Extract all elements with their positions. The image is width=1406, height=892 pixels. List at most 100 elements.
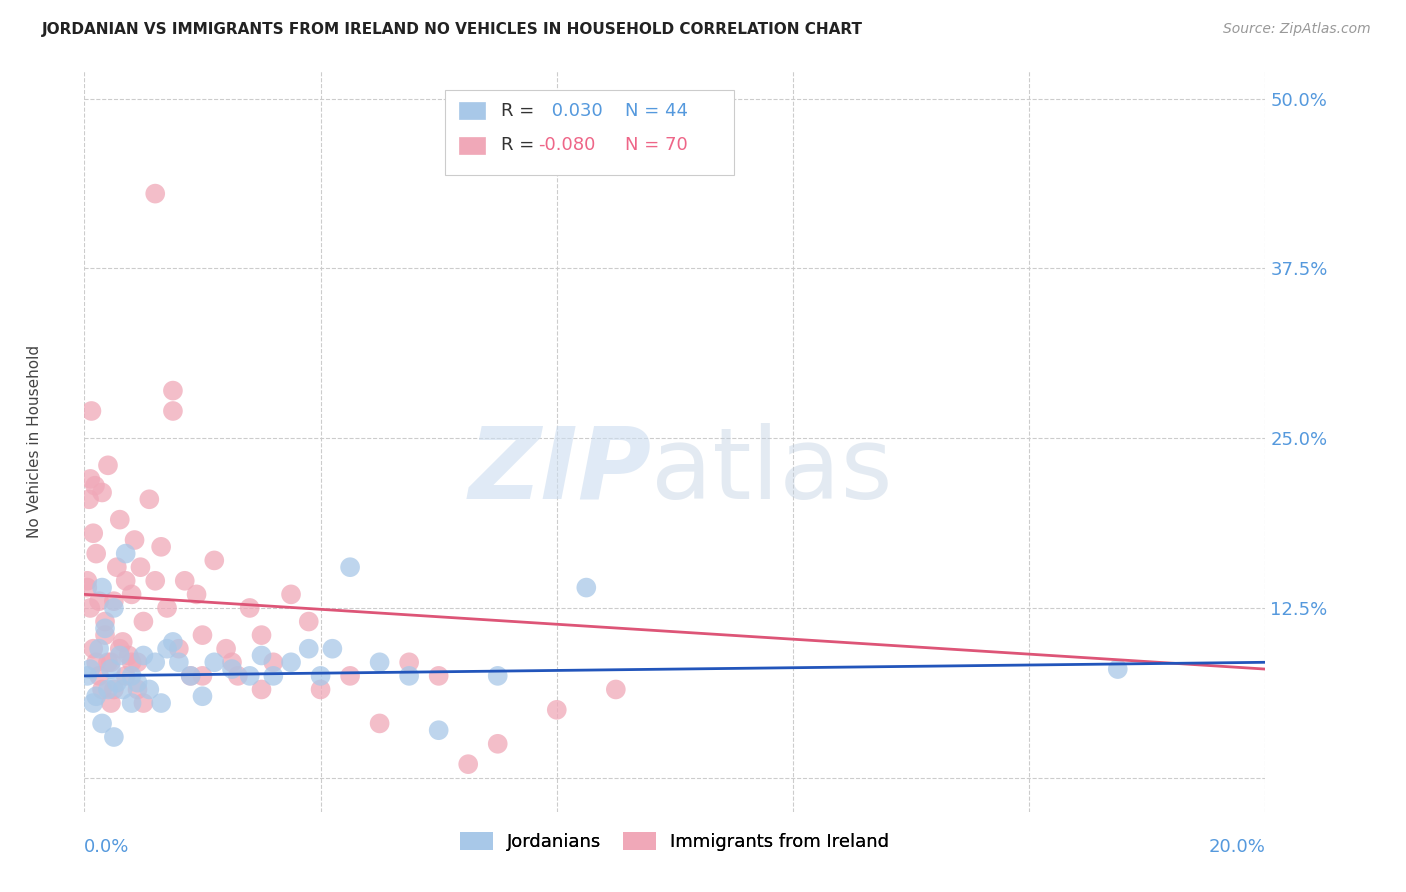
Point — [250, 648, 273, 663]
Point — [84, 655, 107, 669]
Point — [129, 560, 152, 574]
Point — [105, 675, 128, 690]
Point — [97, 458, 120, 473]
Text: atlas: atlas — [651, 423, 893, 520]
Text: 0.0%: 0.0% — [84, 838, 129, 855]
Point — [77, 492, 100, 507]
Point — [127, 682, 149, 697]
Point — [546, 703, 568, 717]
Point — [76, 669, 98, 683]
Point — [114, 574, 136, 588]
Point — [180, 669, 202, 683]
Point — [91, 716, 114, 731]
Point — [427, 669, 450, 683]
FancyBboxPatch shape — [444, 90, 734, 175]
Point — [103, 601, 125, 615]
Point — [427, 723, 450, 738]
Text: N = 70: N = 70 — [626, 136, 688, 154]
Point — [143, 186, 166, 201]
Point — [79, 601, 101, 615]
Point — [250, 628, 273, 642]
Point — [239, 669, 262, 683]
Text: ZIP: ZIP — [468, 423, 651, 520]
Text: 20.0%: 20.0% — [1209, 838, 1265, 855]
Point — [84, 690, 107, 704]
Text: R =: R = — [502, 102, 540, 120]
Point — [339, 560, 361, 574]
Point — [94, 621, 117, 635]
Point — [457, 757, 479, 772]
Point — [132, 648, 155, 663]
Point — [94, 615, 117, 629]
Point — [121, 655, 143, 669]
Point — [97, 655, 120, 669]
Point — [1107, 662, 1129, 676]
Legend: Jordanians, Immigrants from Ireland: Jordanians, Immigrants from Ireland — [453, 824, 897, 858]
Point — [118, 648, 141, 663]
Point — [298, 615, 321, 629]
Point — [121, 696, 143, 710]
Point — [82, 641, 104, 656]
Point — [100, 696, 122, 710]
Point — [89, 641, 111, 656]
Point — [114, 669, 136, 683]
Point — [202, 655, 225, 669]
Point — [191, 628, 214, 642]
Point — [100, 655, 122, 669]
Point — [124, 533, 146, 547]
Point — [173, 574, 195, 588]
Point — [103, 594, 125, 608]
Point — [94, 628, 117, 642]
Point — [127, 655, 149, 669]
Point — [132, 615, 155, 629]
Point — [280, 587, 302, 601]
Text: No Vehicles in Household: No Vehicles in Household — [27, 345, 42, 538]
Point — [89, 594, 111, 608]
Text: Source: ZipAtlas.com: Source: ZipAtlas.com — [1223, 22, 1371, 37]
Point — [167, 655, 190, 669]
Point — [91, 581, 114, 595]
Point — [368, 655, 391, 669]
Point — [167, 641, 190, 656]
Text: R =: R = — [502, 136, 540, 154]
Point — [150, 696, 173, 710]
Point — [398, 655, 420, 669]
Text: -0.080: -0.080 — [538, 136, 595, 154]
Point — [127, 675, 149, 690]
Point — [103, 730, 125, 744]
Point — [84, 547, 107, 561]
Point — [108, 641, 131, 656]
Point — [111, 682, 134, 697]
Point — [108, 513, 131, 527]
Point — [339, 669, 361, 683]
Text: JORDANIAN VS IMMIGRANTS FROM IRELAND NO VEHICLES IN HOUSEHOLD CORRELATION CHART: JORDANIAN VS IMMIGRANTS FROM IRELAND NO … — [42, 22, 863, 37]
Point — [156, 601, 179, 615]
Point — [103, 682, 125, 697]
Point — [186, 587, 208, 601]
Point — [226, 669, 249, 683]
FancyBboxPatch shape — [458, 137, 485, 153]
Point — [143, 655, 166, 669]
Point — [191, 690, 214, 704]
Point — [239, 601, 262, 615]
Point — [84, 478, 107, 492]
Point — [262, 655, 284, 669]
Point — [309, 682, 332, 697]
Point — [82, 526, 104, 541]
FancyBboxPatch shape — [458, 103, 485, 119]
Point — [180, 669, 202, 683]
Point — [280, 655, 302, 669]
Point — [80, 404, 103, 418]
Point — [121, 587, 143, 601]
Point — [132, 696, 155, 710]
Point — [162, 384, 184, 398]
Point — [298, 641, 321, 656]
Point — [368, 716, 391, 731]
Point — [150, 540, 173, 554]
Point — [398, 669, 420, 683]
Point — [108, 648, 131, 663]
Point — [486, 737, 509, 751]
Point — [221, 662, 243, 676]
Point — [309, 669, 332, 683]
Point — [91, 682, 114, 697]
